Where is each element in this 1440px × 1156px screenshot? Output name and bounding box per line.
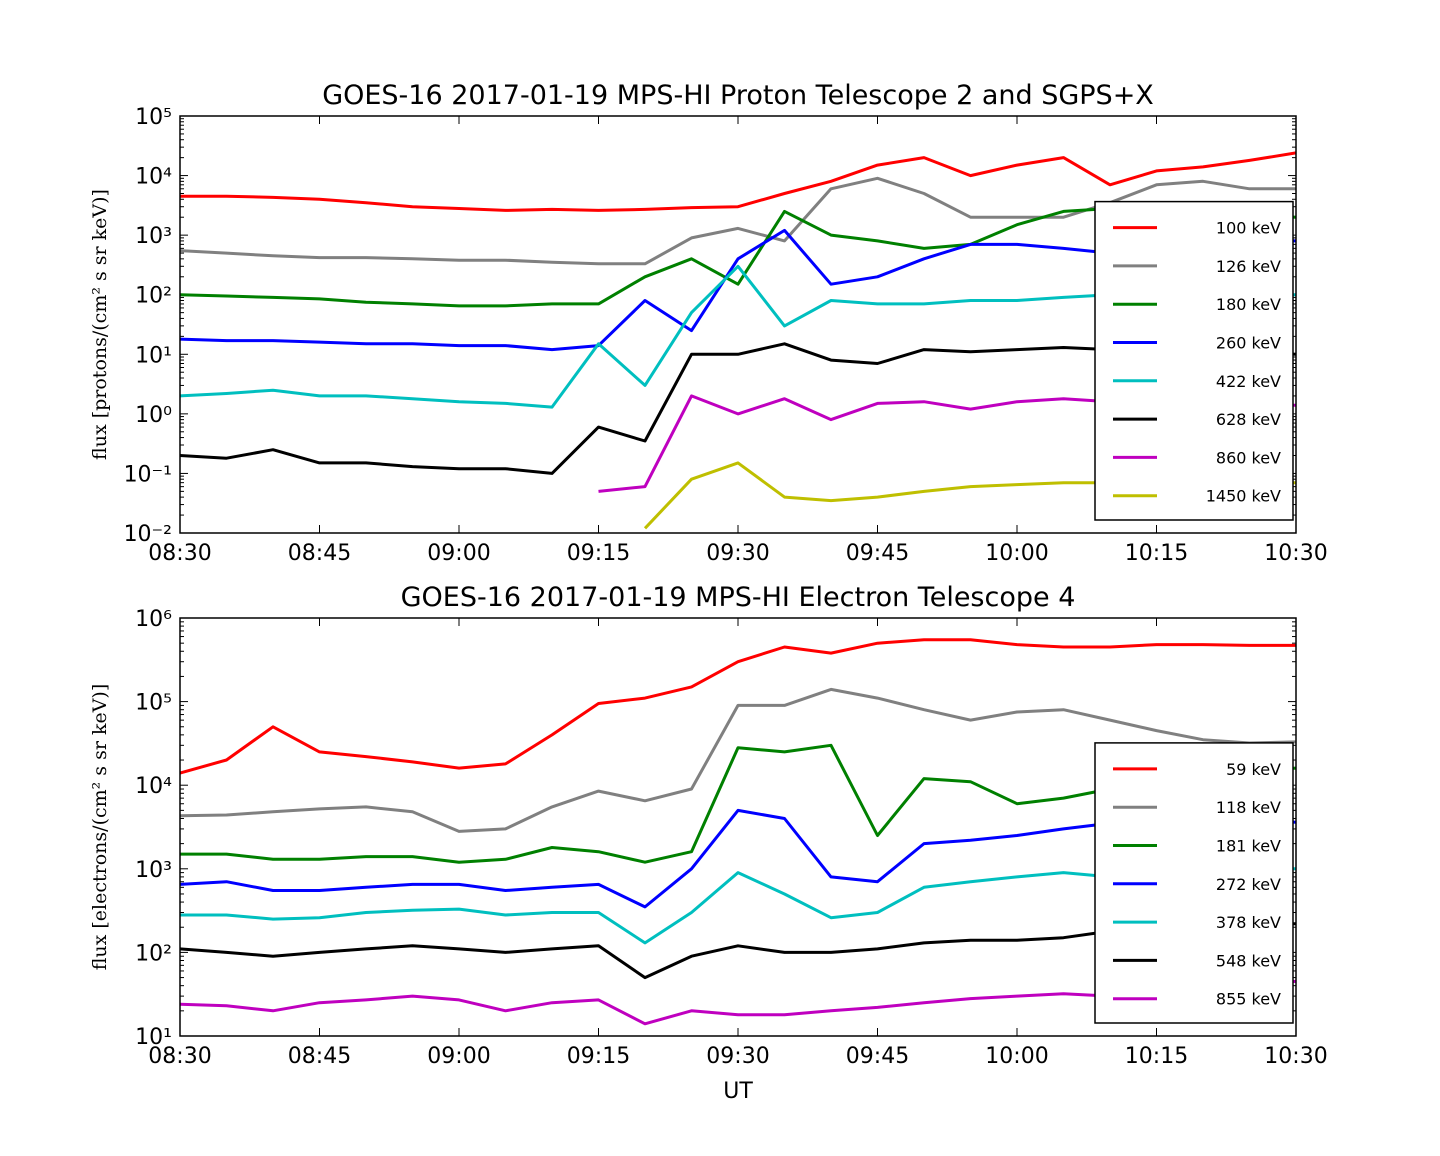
- series-line: [180, 151, 1296, 212]
- y-axis-label: flux [protons/(cm² s sr keV)]: [89, 189, 111, 460]
- legend-label: 100 keV: [1216, 219, 1281, 238]
- y-tick-label: 10⁰: [135, 403, 172, 428]
- y-tick-label: 10⁴: [135, 774, 172, 799]
- x-tick-label: 09:45: [846, 1044, 909, 1069]
- y-tick-label: 10¹: [135, 343, 172, 368]
- x-tick-label: 10:00: [985, 541, 1048, 566]
- y-tick-label: 10¹: [135, 1025, 172, 1050]
- chart-title: GOES-16 2017-01-19 MPS-HI Electron Teles…: [401, 582, 1076, 613]
- legend-label: 548 keV: [1216, 951, 1281, 970]
- x-axis-label: UT: [723, 1079, 753, 1104]
- x-tick-label: 09:00: [427, 1044, 490, 1069]
- chart-title: GOES-16 2017-01-19 MPS-HI Proton Telesco…: [322, 80, 1154, 111]
- series-line: [180, 638, 1296, 775]
- x-tick-label: 09:00: [427, 541, 490, 566]
- x-tick-label: 10:15: [1125, 1044, 1188, 1069]
- legend-label: 181 keV: [1216, 837, 1281, 856]
- series-line: [180, 687, 1296, 833]
- x-tick-label: 09:30: [706, 1044, 769, 1069]
- legend-label: 272 keV: [1216, 875, 1281, 894]
- y-tick-label: 10⁵: [135, 105, 172, 130]
- legend-label: 1450 keV: [1206, 487, 1281, 506]
- x-tick-label: 08:30: [148, 1044, 211, 1069]
- x-tick-label: 08:30: [148, 541, 211, 566]
- y-tick-label: 10³: [135, 858, 172, 883]
- x-tick-label: 10:30: [1264, 541, 1327, 566]
- x-tick-label: 09:30: [706, 541, 769, 566]
- legend-label: 855 keV: [1216, 990, 1281, 1009]
- legend-label: 860 keV: [1216, 448, 1281, 467]
- legend-label: 118 keV: [1216, 798, 1281, 817]
- x-tick-label: 09:45: [846, 541, 909, 566]
- x-tick-label: 08:45: [288, 1044, 351, 1069]
- x-tick-label: 09:15: [567, 1044, 630, 1069]
- plot-frame: [179, 617, 1297, 1037]
- y-axis-label: flux [electrons/(cm² s sr keV)]: [89, 684, 111, 971]
- plot-frame: [179, 115, 1297, 534]
- y-tick-label: 10²: [135, 284, 172, 309]
- y-tick-label: 10⁻¹: [124, 462, 172, 487]
- legend-label: 126 keV: [1216, 257, 1281, 276]
- y-tick-label: 10⁴: [135, 165, 172, 190]
- legend-label: 260 keV: [1216, 334, 1281, 353]
- x-tick-label: 10:15: [1125, 541, 1188, 566]
- legend-label: 422 keV: [1216, 372, 1281, 391]
- y-tick-label: 10⁻²: [124, 522, 172, 547]
- legend-box: [1094, 200, 1294, 521]
- y-tick-label: 10⁵: [135, 691, 172, 716]
- x-tick-label: 10:00: [985, 1044, 1048, 1069]
- legend-label: 180 keV: [1216, 295, 1281, 314]
- legend-label: 378 keV: [1216, 913, 1281, 932]
- legend-label: 59 keV: [1226, 760, 1281, 779]
- x-tick-label: 10:30: [1264, 1044, 1327, 1069]
- y-tick-label: 10²: [135, 941, 172, 966]
- y-tick-label: 10⁶: [135, 607, 172, 632]
- legend-label: 628 keV: [1216, 410, 1281, 429]
- x-tick-label: 08:45: [288, 541, 351, 566]
- x-tick-label: 09:15: [567, 541, 630, 566]
- y-tick-label: 10³: [135, 224, 172, 249]
